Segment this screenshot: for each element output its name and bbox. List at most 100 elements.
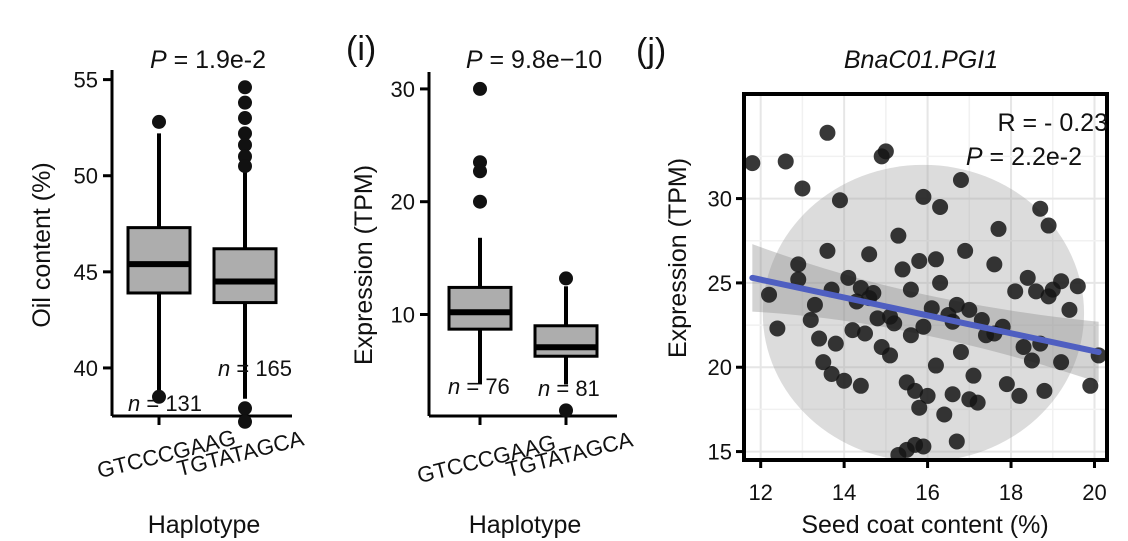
panel-h-ylabel-group: Oil content (%) — [28, 162, 56, 327]
panel-h-outlier-point — [238, 111, 252, 126]
panel-j-data-point — [919, 387, 936, 404]
panel-i-y-tick-label: 10 — [391, 302, 415, 327]
panel-h-boxes — [126, 80, 278, 429]
panel-j-data-point — [932, 274, 949, 291]
panel-j-data-point — [961, 301, 978, 318]
panel-j-data-point — [936, 406, 953, 423]
panel-j-data-point — [944, 386, 961, 403]
panel-h-y-tick-label: 55 — [74, 68, 98, 93]
panel-j-layers — [744, 124, 1107, 460]
panel-j-ylabel: Expression (TPM) — [664, 158, 692, 358]
panel-i-count-1: n = 76 — [448, 374, 510, 399]
panel-h-outlier-point — [238, 401, 252, 416]
panel-j-data-point — [844, 322, 861, 339]
panel-j-data-point — [831, 192, 848, 209]
panel-j-data-point — [927, 251, 944, 268]
panel-j-data-point — [761, 286, 778, 303]
panel-i-xlabel: Haplotype — [469, 511, 582, 539]
panel-h-y-ticks: 40 45 50 55 — [74, 68, 112, 381]
panel-j-data-point — [819, 124, 836, 141]
panel-j-data-point — [802, 312, 819, 329]
panel-h-outlier-point — [238, 149, 252, 164]
panel-i-outlier-point — [473, 194, 487, 209]
panel-j-data-point — [952, 344, 969, 361]
panel-j-r-annotation: R = - 0.23 — [998, 109, 1108, 137]
panel-h-pvalue: P = 1.9e-2 — [150, 46, 266, 74]
panel-j-x-tick-label: 16 — [915, 480, 939, 505]
panel-j-data-point — [877, 143, 894, 160]
panel-j-data-point — [823, 365, 840, 382]
panel-j-data-point — [1082, 377, 1099, 394]
panel-j-data-point — [1040, 217, 1057, 234]
panel-h-ylabel: Oil content (%) — [28, 162, 56, 327]
panel-j-data-point — [932, 199, 949, 216]
panel-j-y-tick-label: 30 — [708, 187, 732, 212]
panel-j-y-tick-label: 15 — [708, 440, 732, 465]
panel-j-data-point — [819, 242, 836, 259]
panel-i-pvalue: P = 9.8e−10 — [466, 46, 602, 74]
panel-h-y-tick-label: 50 — [74, 164, 98, 189]
panel-i-count-2: n = 81 — [538, 376, 600, 401]
panel-i-box — [447, 285, 513, 331]
panel-j-data-point — [1032, 200, 1049, 217]
panel-h-outlier-point — [238, 159, 252, 174]
panel-j-data-point — [857, 325, 873, 342]
panel-j-data-point — [915, 188, 932, 205]
panel-j-data-point — [827, 335, 844, 352]
panel-j-data-point — [957, 242, 974, 259]
panel-j-data-point — [948, 296, 965, 313]
panel-j-data-point — [902, 327, 919, 344]
panel-j-data-point — [882, 347, 899, 364]
panel-i-boxes — [447, 81, 599, 418]
panel-h-y-tick-label: 45 — [74, 260, 98, 285]
panel-i-outlier-point — [473, 164, 487, 179]
panel-j-data-point — [882, 308, 899, 325]
panel-j-data-point — [915, 318, 932, 335]
panel-j-scatter: (j) BnaC01.PGI1 Expression (TPM) 12 14 16 1… — [636, 32, 1109, 539]
panel-h-outlier-point — [238, 80, 252, 95]
panel-j-data-point — [861, 246, 878, 263]
panel-i-outlier-point — [559, 271, 573, 286]
panel-j-y-tick-label: 25 — [708, 271, 732, 296]
panel-j-data-point — [915, 438, 932, 455]
panel-j-ticks: 12 14 16 18 20 15 20 25 30 — [708, 187, 1107, 505]
panel-j-data-point — [806, 296, 823, 313]
panel-j-x-tick-label: 20 — [1082, 480, 1106, 505]
panel-h-outlier-point — [238, 126, 252, 141]
panel-j-data-point — [911, 399, 928, 416]
panel-h-box — [126, 226, 192, 295]
panel-j-data-point — [744, 155, 761, 172]
panel-h-outlier-point — [238, 137, 252, 152]
panel-j-x-tick-label: 14 — [832, 480, 856, 505]
panel-j-data-point — [986, 256, 1003, 273]
panel-j-x-tick-label: 12 — [748, 480, 772, 505]
panel-j-frame — [742, 92, 1109, 462]
panel-j-regression-line — [749, 274, 1102, 356]
panel-j-data-point — [869, 310, 886, 327]
panel-j-data-point — [777, 153, 794, 170]
panel-j-data-point — [998, 376, 1015, 393]
panel-i-x-tick-label-2: TGTATAGCA — [503, 427, 635, 483]
panel-h-outlier-point — [152, 389, 166, 404]
panel-j-data-point — [1019, 269, 1036, 286]
panel-h-count-2: n = 165 — [218, 356, 292, 381]
panel-j-data-point — [1053, 273, 1070, 290]
panel-j-data-point — [1053, 354, 1070, 371]
panel-i-ylabel-group: Expression (TPM) — [350, 165, 378, 365]
panel-i-y-ticks: 10 20 30 — [391, 77, 429, 327]
panel-i-y-tick-label: 30 — [391, 77, 415, 102]
panel-j-data-point — [1036, 382, 1053, 399]
panel-j-data-point — [1015, 338, 1032, 355]
panel-j-data-point — [969, 394, 986, 411]
panel-j-data-point — [815, 354, 832, 371]
panel-j-ylabel-group: Expression (TPM) — [664, 158, 692, 358]
panel-h-outlier-point — [238, 414, 252, 429]
panel-j-data-point — [852, 377, 869, 394]
panel-j-p-annotation: P = 2.2e-2 — [966, 143, 1082, 171]
panel-j-data-point — [1069, 278, 1086, 295]
panel-j-data-point — [965, 367, 982, 384]
panel-h-count-1: n = 131 — [128, 391, 202, 416]
panel-h-oil-content-boxplot: P = 1.9e-2 Oil content (%) 40 45 50 55 n = … — [28, 46, 307, 539]
panel-j-x-tick-label: 18 — [999, 480, 1023, 505]
